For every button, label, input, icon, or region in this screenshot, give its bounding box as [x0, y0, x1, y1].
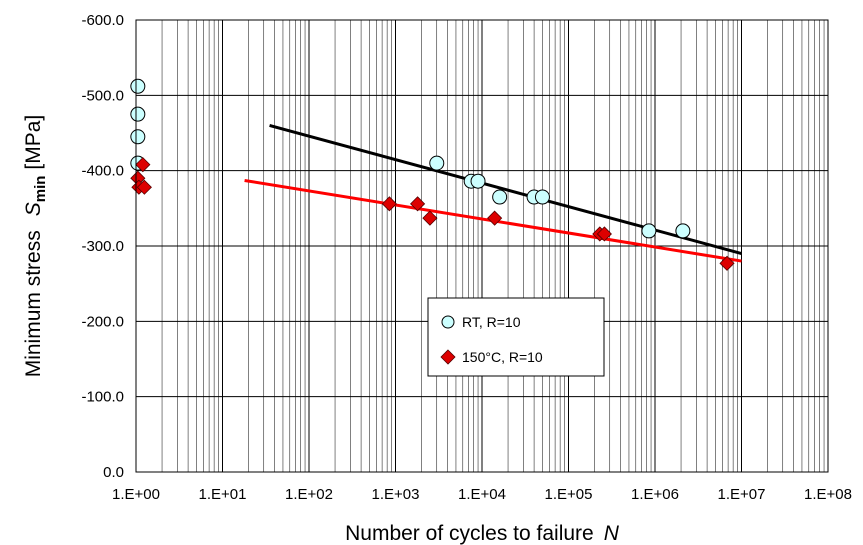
- data-point-series-0: [675, 223, 691, 239]
- y-axis-title-text: Minimum stress: [22, 230, 45, 377]
- data-point-series-0: [130, 106, 146, 122]
- x-axis-title-text: Number of cycles to failure: [345, 522, 594, 545]
- y-axis-symbol: S: [22, 202, 45, 216]
- grid: [135, 19, 829, 473]
- legend-marker-rt: [441, 315, 455, 329]
- data-point-series-1: [719, 255, 735, 271]
- y-tick-label: 0.0: [103, 464, 124, 481]
- x-tick-label: 1.E+06: [631, 486, 679, 503]
- y-tick-label: -400.0: [81, 163, 124, 180]
- data-point-series-1: [487, 210, 503, 226]
- legend-label-150c: 150°C, R=10: [462, 349, 543, 365]
- data-point-series-1: [136, 179, 152, 195]
- y-axis-unit: [MPa]: [22, 115, 45, 170]
- data-point-series-1: [135, 157, 151, 173]
- legend-label-rt: RT, R=10: [462, 314, 521, 330]
- data-point-series-0: [429, 155, 445, 171]
- y-tick-label: -600.0: [81, 12, 124, 29]
- x-tick-label: 1.E+07: [718, 486, 766, 503]
- y-axis-subscript: min: [32, 176, 49, 203]
- data-point-series-1: [410, 196, 426, 212]
- legend-marker-150c: [440, 349, 456, 365]
- plot-frame: [135, 19, 829, 473]
- x-tick-labels: 1.E+00 1.E+01 1.E+02 1.E+03 1.E+04 1.E+05 1.E+…: [112, 486, 852, 503]
- data-point-series-1: [596, 226, 612, 242]
- y-tick-label: -200.0: [81, 313, 124, 330]
- x-tick-label: 1.E+05: [545, 486, 593, 503]
- data-point-series-0: [130, 129, 146, 145]
- x-tick-label: 1.E+00: [112, 486, 160, 503]
- x-tick-label: 1.E+02: [285, 486, 333, 503]
- x-tick-label: 1.E+04: [458, 486, 506, 503]
- y-tick-label: -300.0: [81, 238, 124, 255]
- legend: RT, R=10 150°C, R=10: [427, 297, 605, 377]
- data-point-series-1: [381, 196, 397, 212]
- data-point-series-0: [492, 189, 508, 205]
- data-point-series-0: [470, 173, 486, 189]
- y-tick-labels: 0.0 -100.0 -200.0 -300.0 -400.0 -500.0 -600.0: [81, 12, 124, 481]
- data-points: [130, 78, 735, 271]
- data-point-series-1: [422, 210, 438, 226]
- data-point-series-0: [641, 223, 657, 239]
- x-axis-title: Number of cycles to failure N: [345, 522, 620, 545]
- y-axis-title: Minimum stress Smin [MPa]: [22, 115, 49, 378]
- data-point-series-0: [130, 78, 146, 94]
- x-tick-label: 1.E+01: [199, 486, 247, 503]
- legend-box: [427, 297, 605, 377]
- fit-line-series-0: [269, 124, 742, 255]
- y-tick-label: -100.0: [81, 389, 124, 406]
- data-point-series-0: [534, 189, 550, 205]
- x-tick-label: 1.E+08: [804, 486, 852, 503]
- y-tick-label: -500.0: [81, 87, 124, 104]
- x-tick-label: 1.E+03: [372, 486, 420, 503]
- x-axis-variable: N: [604, 522, 620, 545]
